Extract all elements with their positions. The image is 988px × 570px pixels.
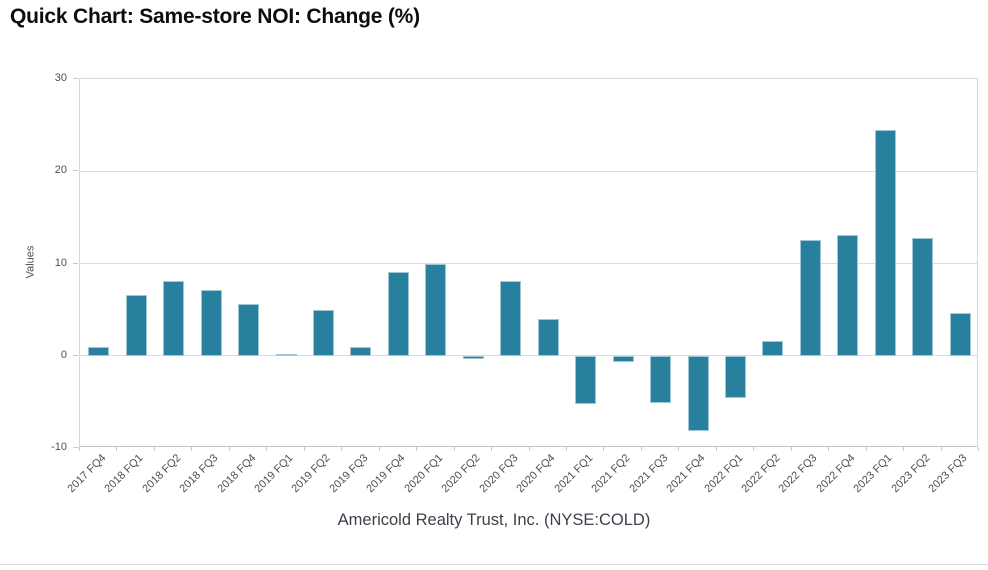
gridline bbox=[80, 170, 977, 172]
x-axis-tick bbox=[940, 447, 942, 451]
x-axis-tick bbox=[565, 447, 567, 451]
x-axis-tick bbox=[640, 447, 642, 451]
bar-2021-FQ1 bbox=[575, 355, 597, 404]
bar-2021-FQ2 bbox=[612, 355, 634, 363]
x-axis-tick bbox=[453, 447, 455, 451]
bar-2018-FQ1 bbox=[125, 294, 147, 356]
x-axis-tick bbox=[978, 447, 979, 451]
x-axis-tick bbox=[153, 447, 155, 451]
bar-2018-FQ4 bbox=[238, 304, 260, 356]
bar-2018-FQ2 bbox=[163, 281, 185, 356]
bar-2019-FQ4 bbox=[387, 271, 409, 356]
x-axis-tick bbox=[528, 447, 530, 451]
bar-2020-FQ2 bbox=[462, 355, 484, 360]
x-axis-tick bbox=[603, 447, 605, 451]
y-tick-label: 0 bbox=[60, 348, 67, 361]
x-axis-tick bbox=[715, 447, 717, 451]
x-axis-tick bbox=[903, 447, 905, 451]
x-axis-tick bbox=[79, 447, 80, 451]
bottom-divider bbox=[0, 564, 988, 565]
bar-2019-FQ3 bbox=[350, 346, 372, 356]
y-axis-tick bbox=[73, 78, 78, 79]
y-tick-label: 10 bbox=[54, 256, 67, 269]
x-axis-tick bbox=[790, 447, 792, 451]
bar-2020-FQ4 bbox=[537, 318, 559, 356]
x-axis-tick bbox=[303, 447, 305, 451]
y-axis-tick bbox=[73, 170, 78, 172]
bar-2018-FQ3 bbox=[200, 290, 222, 356]
x-axis-tick bbox=[678, 447, 680, 451]
x-axis-tick bbox=[828, 447, 830, 451]
x-axis-tick bbox=[416, 447, 418, 451]
x-axis-tick bbox=[341, 447, 343, 451]
bar-2017-FQ4 bbox=[88, 346, 110, 356]
chart-title: Quick Chart: Same-store NOI: Change (%) bbox=[10, 5, 420, 28]
x-axis-tick bbox=[266, 447, 268, 451]
x-axis-tick bbox=[865, 447, 867, 451]
y-tick-label: -10 bbox=[51, 441, 67, 453]
x-axis-tick bbox=[228, 447, 230, 451]
bar-2021-FQ3 bbox=[650, 355, 672, 403]
bar-2023-FQ2 bbox=[912, 237, 934, 356]
bar-2022-FQ4 bbox=[837, 234, 859, 356]
bar-2020-FQ1 bbox=[425, 264, 447, 356]
chart-source-label: Americold Realty Trust, Inc. (NYSE:COLD) bbox=[337, 511, 651, 529]
bar-2019-FQ2 bbox=[312, 309, 334, 356]
x-axis-tick bbox=[191, 447, 193, 451]
x-axis-tick bbox=[491, 447, 493, 451]
gridline bbox=[80, 263, 977, 264]
y-tick-label: 20 bbox=[54, 164, 67, 177]
bar-2020-FQ3 bbox=[500, 281, 522, 356]
bar-2021-FQ4 bbox=[687, 355, 709, 432]
bar-2019-FQ1 bbox=[275, 353, 297, 356]
x-axis-tick bbox=[753, 447, 755, 451]
bar-2023-FQ1 bbox=[874, 129, 896, 356]
y-axis-tick bbox=[73, 262, 78, 264]
plot-area bbox=[79, 78, 978, 447]
bar-2022-FQ1 bbox=[725, 355, 747, 399]
y-axis-tick bbox=[73, 447, 78, 448]
bar-2022-FQ2 bbox=[762, 340, 784, 356]
x-axis-tick bbox=[116, 447, 118, 451]
bar-2023-FQ3 bbox=[949, 313, 971, 356]
gridline bbox=[80, 355, 977, 357]
x-axis-tick bbox=[378, 447, 380, 451]
bar-2022-FQ3 bbox=[799, 240, 821, 356]
y-tick-label: 30 bbox=[54, 72, 67, 84]
y-axis-tick bbox=[73, 354, 78, 356]
